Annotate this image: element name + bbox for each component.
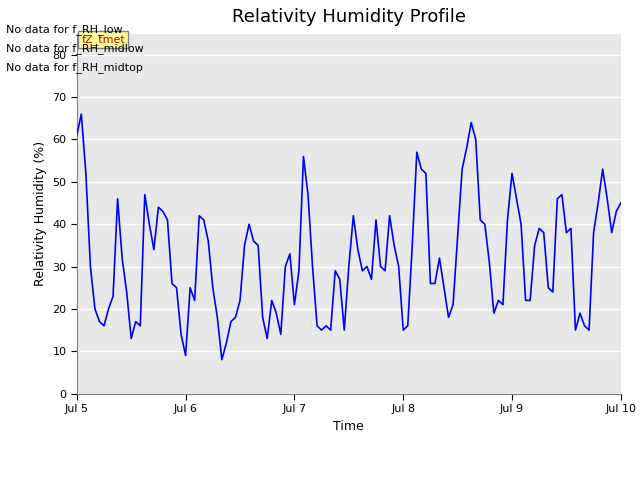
Text: fZ_tmet: fZ_tmet [81, 34, 125, 45]
X-axis label: Time: Time [333, 420, 364, 432]
Title: Relativity Humidity Profile: Relativity Humidity Profile [232, 9, 466, 26]
Y-axis label: Relativity Humidity (%): Relativity Humidity (%) [34, 141, 47, 286]
Text: No data for f_RH_midtop: No data for f_RH_midtop [6, 62, 143, 73]
Legend:  [343, 440, 355, 452]
Text: No data for f_RH_low: No data for f_RH_low [6, 24, 123, 35]
Text: No data for f_RH_midlow: No data for f_RH_midlow [6, 43, 144, 54]
